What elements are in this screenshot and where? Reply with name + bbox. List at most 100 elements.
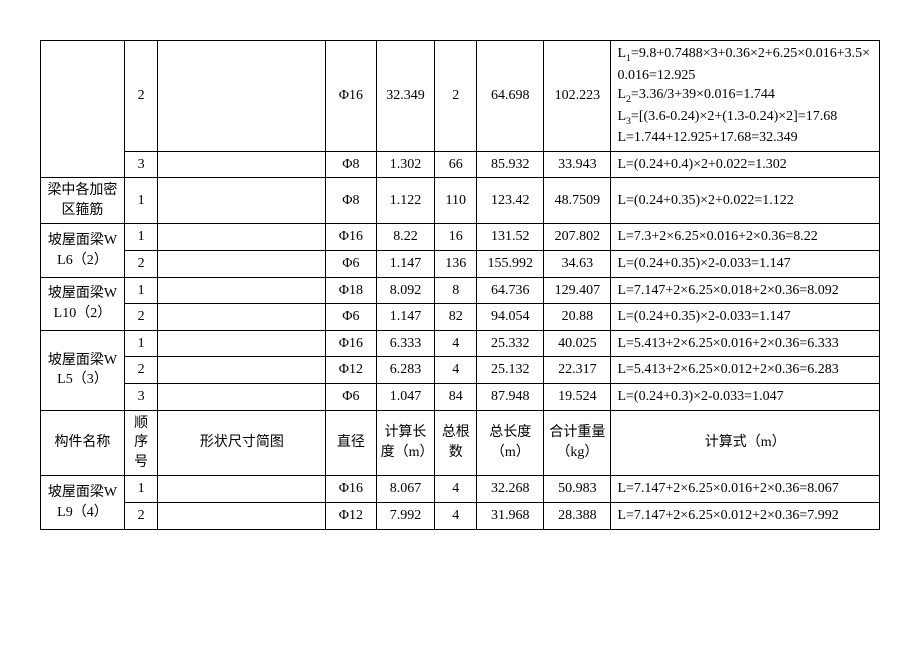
cell-weight: 102.223 bbox=[544, 41, 611, 152]
cell-weight: 40.025 bbox=[544, 330, 611, 357]
cell-count: 4 bbox=[435, 330, 477, 357]
cell-calc-len: 8.067 bbox=[376, 476, 435, 503]
cell-shape bbox=[158, 357, 326, 384]
cell-total-len: 25.332 bbox=[477, 330, 544, 357]
table-header-row: 构件名称 顺序号 形状尺寸简图 直径 计算长度（m） 总根数 总长度（m） 合计… bbox=[41, 410, 880, 476]
cell-seq: 2 bbox=[124, 304, 158, 331]
cell-dia: Φ6 bbox=[326, 304, 376, 331]
cell-dia: Φ6 bbox=[326, 251, 376, 278]
cell-count: 84 bbox=[435, 384, 477, 411]
table-row: 坡屋面梁WL10（2） 1 Φ18 8.092 8 64.736 129.407… bbox=[41, 277, 880, 304]
cell-shape bbox=[158, 224, 326, 251]
cell-formula: L=5.413+2×6.25×0.016+2×0.36=6.333 bbox=[611, 330, 880, 357]
cell-calc-len: 1.122 bbox=[376, 178, 435, 224]
cell-calc-len: 1.147 bbox=[376, 251, 435, 278]
table-row: 坡屋面梁WL9（4） 1 Φ16 8.067 4 32.268 50.983 L… bbox=[41, 476, 880, 503]
cell-name: 坡屋面梁WL9（4） bbox=[41, 476, 125, 529]
cell-name: 坡屋面梁WL5（3） bbox=[41, 330, 125, 410]
cell-name: 坡屋面梁WL10（2） bbox=[41, 277, 125, 330]
cell-dia: Φ6 bbox=[326, 384, 376, 411]
cell-name: 梁中各加密区箍筋 bbox=[41, 178, 125, 224]
cell-weight: 129.407 bbox=[544, 277, 611, 304]
table-row: 2 Φ6 1.147 136 155.992 34.63 L=(0.24+0.3… bbox=[41, 251, 880, 278]
cell-shape bbox=[158, 330, 326, 357]
cell-count: 8 bbox=[435, 277, 477, 304]
header-formula: 计算式（m） bbox=[611, 410, 880, 476]
cell-seq: 2 bbox=[124, 251, 158, 278]
cell-total-len: 32.268 bbox=[477, 476, 544, 503]
cell-seq: 1 bbox=[124, 277, 158, 304]
cell-name: 坡屋面梁WL6（2） bbox=[41, 224, 125, 277]
cell-calc-len: 6.283 bbox=[376, 357, 435, 384]
cell-seq: 1 bbox=[124, 330, 158, 357]
header-total-len: 总长度（m） bbox=[477, 410, 544, 476]
table-row: 2 Φ16 32.349 2 64.698 102.223 L1=9.8+0.7… bbox=[41, 41, 880, 152]
cell-dia: Φ18 bbox=[326, 277, 376, 304]
cell-count: 16 bbox=[435, 224, 477, 251]
table-row: 坡屋面梁WL5（3） 1 Φ16 6.333 4 25.332 40.025 L… bbox=[41, 330, 880, 357]
cell-formula: L1=9.8+0.7488×3+0.36×2+6.25×0.016+3.5×0.… bbox=[611, 41, 880, 152]
cell-calc-len: 1.147 bbox=[376, 304, 435, 331]
cell-shape bbox=[158, 304, 326, 331]
cell-count: 2 bbox=[435, 41, 477, 152]
cell-total-len: 155.992 bbox=[477, 251, 544, 278]
cell-dia: Φ8 bbox=[326, 151, 376, 178]
table-row: 坡屋面梁WL6（2） 1 Φ16 8.22 16 131.52 207.802 … bbox=[41, 224, 880, 251]
cell-count: 4 bbox=[435, 503, 477, 530]
cell-formula: L=7.147+2×6.25×0.018+2×0.36=8.092 bbox=[611, 277, 880, 304]
cell-seq: 2 bbox=[124, 503, 158, 530]
cell-calc-len: 1.047 bbox=[376, 384, 435, 411]
header-calc-len: 计算长度（m） bbox=[376, 410, 435, 476]
cell-weight: 22.317 bbox=[544, 357, 611, 384]
cell-total-len: 85.932 bbox=[477, 151, 544, 178]
cell-calc-len: 7.992 bbox=[376, 503, 435, 530]
cell-weight: 34.63 bbox=[544, 251, 611, 278]
cell-name bbox=[41, 41, 125, 178]
table-row: 梁中各加密区箍筋 1 Φ8 1.122 110 123.42 48.7509 L… bbox=[41, 178, 880, 224]
cell-weight: 48.7509 bbox=[544, 178, 611, 224]
cell-shape bbox=[158, 503, 326, 530]
cell-shape bbox=[158, 384, 326, 411]
cell-dia: Φ16 bbox=[326, 330, 376, 357]
header-shape: 形状尺寸简图 bbox=[158, 410, 326, 476]
cell-count: 110 bbox=[435, 178, 477, 224]
cell-shape bbox=[158, 178, 326, 224]
cell-seq: 1 bbox=[124, 178, 158, 224]
cell-weight: 19.524 bbox=[544, 384, 611, 411]
cell-total-len: 131.52 bbox=[477, 224, 544, 251]
cell-count: 4 bbox=[435, 357, 477, 384]
table-row: 2 Φ12 7.992 4 31.968 28.388 L=7.147+2×6.… bbox=[41, 503, 880, 530]
cell-formula: L=(0.24+0.4)×2+0.022=1.302 bbox=[611, 151, 880, 178]
cell-formula: L=7.3+2×6.25×0.016+2×0.36=8.22 bbox=[611, 224, 880, 251]
cell-weight: 50.983 bbox=[544, 476, 611, 503]
cell-total-len: 64.736 bbox=[477, 277, 544, 304]
header-weight: 合计重量（kg） bbox=[544, 410, 611, 476]
cell-seq: 2 bbox=[124, 41, 158, 152]
cell-formula: L=7.147+2×6.25×0.016+2×0.36=8.067 bbox=[611, 476, 880, 503]
cell-calc-len: 8.22 bbox=[376, 224, 435, 251]
cell-dia: Φ12 bbox=[326, 357, 376, 384]
cell-weight: 20.88 bbox=[544, 304, 611, 331]
header-count: 总根数 bbox=[435, 410, 477, 476]
cell-total-len: 123.42 bbox=[477, 178, 544, 224]
cell-seq: 2 bbox=[124, 357, 158, 384]
cell-seq: 3 bbox=[124, 384, 158, 411]
cell-formula: L=7.147+2×6.25×0.012+2×0.36=7.992 bbox=[611, 503, 880, 530]
cell-total-len: 31.968 bbox=[477, 503, 544, 530]
cell-total-len: 87.948 bbox=[477, 384, 544, 411]
rebar-table: 2 Φ16 32.349 2 64.698 102.223 L1=9.8+0.7… bbox=[40, 40, 880, 530]
cell-count: 4 bbox=[435, 476, 477, 503]
header-seq: 顺序号 bbox=[124, 410, 158, 476]
cell-dia: Φ16 bbox=[326, 41, 376, 152]
cell-dia: Φ16 bbox=[326, 224, 376, 251]
table-row: 3 Φ8 1.302 66 85.932 33.943 L=(0.24+0.4)… bbox=[41, 151, 880, 178]
table-row: 3 Φ6 1.047 84 87.948 19.524 L=(0.24+0.3)… bbox=[41, 384, 880, 411]
cell-shape bbox=[158, 277, 326, 304]
cell-total-len: 64.698 bbox=[477, 41, 544, 152]
cell-shape bbox=[158, 476, 326, 503]
cell-dia: Φ8 bbox=[326, 178, 376, 224]
cell-calc-len: 6.333 bbox=[376, 330, 435, 357]
cell-seq: 1 bbox=[124, 224, 158, 251]
cell-count: 66 bbox=[435, 151, 477, 178]
cell-total-len: 25.132 bbox=[477, 357, 544, 384]
